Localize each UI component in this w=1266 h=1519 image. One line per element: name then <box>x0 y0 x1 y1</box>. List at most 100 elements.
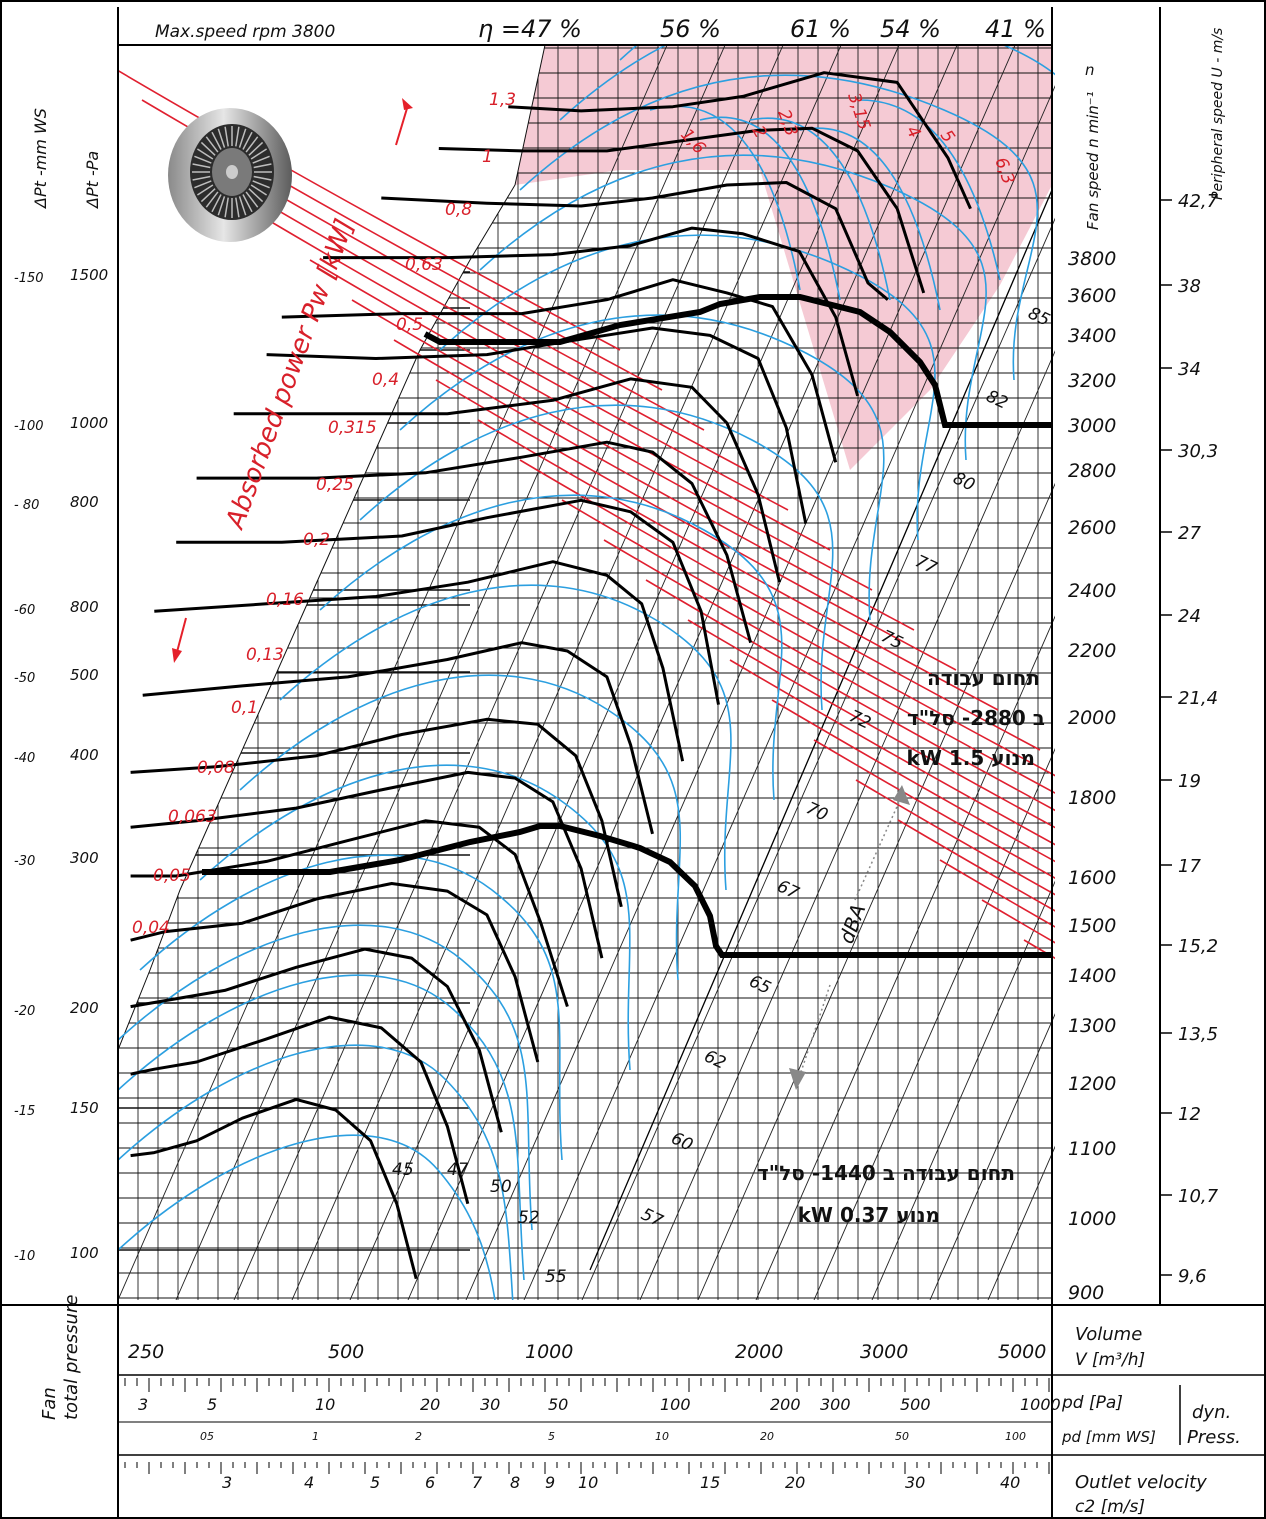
volume-label: Volume <box>1075 1324 1142 1345</box>
outlet-velocity-tick: 30 <box>905 1473 925 1492</box>
y-tick-pa: 500 <box>70 666 99 684</box>
fan-speed-tick: 1600 <box>1068 867 1116 889</box>
fan-speed-tick: 3200 <box>1068 370 1116 392</box>
absorbed-power-value: 0,2 <box>303 530 330 550</box>
fan-speed-curve-3000 <box>281 278 838 463</box>
outlet-velocity-tick: 15 <box>700 1473 720 1492</box>
absorbed-power-value: 1 <box>482 147 493 167</box>
fan-total-pressure-label-1: Fan <box>39 1387 60 1420</box>
fan-speed-tick: 3800 <box>1068 248 1116 270</box>
y-tick-mmws: -50 <box>14 671 35 686</box>
power-curve <box>393 339 915 631</box>
y-tick-pa: 100 <box>70 1244 99 1262</box>
peripheral-speed-tick: 15,2 <box>1178 936 1218 957</box>
peripheral-speed-tick: 13,5 <box>1178 1024 1218 1045</box>
peripheral-speed-tick: 19 <box>1178 771 1201 792</box>
efficiency-curve <box>118 974 525 1281</box>
fan-speed-curve-1100 <box>130 947 503 1133</box>
fan-blade <box>235 126 240 147</box>
fan-blade <box>192 163 211 169</box>
outlet-velocity-tick: 4 <box>304 1473 314 1492</box>
efficiency-label: 41 % <box>985 15 1046 43</box>
range-2880-line <box>423 294 1052 428</box>
efficiency-curve <box>279 584 732 891</box>
pd-mmws-tick: 1 <box>312 1430 319 1443</box>
fan-blade <box>200 141 216 156</box>
power-curve <box>897 819 1055 912</box>
dba-arrows <box>789 785 910 1090</box>
y-tick-pa: 400 <box>70 746 99 764</box>
fan-speed-tick: 1800 <box>1068 787 1116 809</box>
outlet-velocity-tick: 9 <box>545 1473 555 1492</box>
dba-value: 47 <box>447 1160 469 1180</box>
fan-blade <box>242 131 253 150</box>
fan-blade <box>252 180 270 189</box>
power-curve <box>687 619 1055 829</box>
fan-blade <box>253 163 272 169</box>
efficiency-curve <box>799 127 941 311</box>
dba-value: 45 <box>392 1160 414 1180</box>
dba-value: 52 <box>518 1208 540 1228</box>
fan-speed-curve-2800 <box>266 326 808 524</box>
pd-pa-tick: 30 <box>480 1395 500 1414</box>
fan-blade <box>224 126 229 147</box>
power-curve <box>813 739 1055 879</box>
range-1440-line <box>202 823 1052 958</box>
outlet-velocity-unit: c2 [m/s] <box>1075 1497 1145 1517</box>
power-curve <box>729 659 1055 846</box>
diag-grid-line <box>465 45 1016 1300</box>
y-tick-pa: 1500 <box>70 266 108 284</box>
fan-blade <box>205 136 219 153</box>
peripheral-speed-tick: 42,7 <box>1178 191 1219 212</box>
y-tick-mmws: -30 <box>14 854 35 869</box>
fan-speed-symbol: n <box>1085 61 1095 79</box>
efficiency-curve <box>479 154 987 461</box>
y-tick-mmws: -100 <box>14 419 44 434</box>
fan-speed-curve-3400 <box>381 181 889 301</box>
pd-pa-tick: 10 <box>315 1395 335 1414</box>
dba-value: 50 <box>490 1177 512 1197</box>
peripheral-speed-tick: 10,7 <box>1178 1186 1219 1207</box>
outlet-velocity-tick: 20 <box>785 1473 805 1492</box>
absorbed-power-value: 0,8 <box>445 200 472 220</box>
fan-speed-curve-1800 <box>142 641 654 835</box>
fan-blade <box>253 175 272 181</box>
y-tick-pa: 800 <box>70 598 99 616</box>
diag-grid-line <box>871 880 1055 1300</box>
pd-pa-tick: 100 <box>660 1395 691 1414</box>
fan-blade <box>196 148 214 160</box>
fan-blade <box>211 131 222 150</box>
fan-speed-tick: 1400 <box>1068 965 1116 987</box>
absorbed-power-value: 0,63 <box>405 255 443 275</box>
efficiency-curve <box>699 116 841 301</box>
fan-blade <box>250 148 268 160</box>
peripheral-speed-tick: 30,3 <box>1178 441 1218 462</box>
fan-speed-curve-3800 <box>508 71 972 210</box>
diag-grid-line <box>929 1013 1055 1300</box>
peripheral-speed-tick: 12 <box>1178 1104 1201 1125</box>
peripheral-speed-axis-title: Peripheral speed U - m/s <box>1210 28 1226 200</box>
press-label: Press. <box>1187 1427 1241 1448</box>
efficiency-label: η =47 % <box>478 15 582 43</box>
dba-value: 82 <box>983 386 1011 413</box>
x-tick: 2000 <box>735 1341 783 1363</box>
dba-value: 62 <box>701 1046 729 1073</box>
fan-blade <box>245 191 259 208</box>
dyn-label: dyn. <box>1192 1402 1231 1423</box>
power-curve <box>477 419 999 711</box>
y-tick-mmws: - 80 <box>14 498 39 513</box>
peripheral-speed-tick: 24 <box>1178 606 1201 627</box>
fan-speed-curve-1500 <box>130 770 604 959</box>
fan-blade <box>205 191 219 208</box>
peripheral-speed-tick: 34 <box>1178 359 1201 380</box>
dba-value: 77 <box>912 551 940 578</box>
pd-pa-tick: 1000 <box>1020 1395 1061 1414</box>
absorbed-power-value: 0,25 <box>316 475 354 495</box>
efficiency-curve <box>118 1044 514 1300</box>
fan-speed-tick: 2200 <box>1068 640 1116 662</box>
fan-blade <box>235 197 240 218</box>
fan-speed-tick: 1300 <box>1068 1015 1116 1037</box>
efficiency-label: 61 % <box>790 15 851 43</box>
fan-speed-tick: 1500 <box>1068 915 1116 937</box>
absorbed-power-value: 0,08 <box>197 758 235 778</box>
